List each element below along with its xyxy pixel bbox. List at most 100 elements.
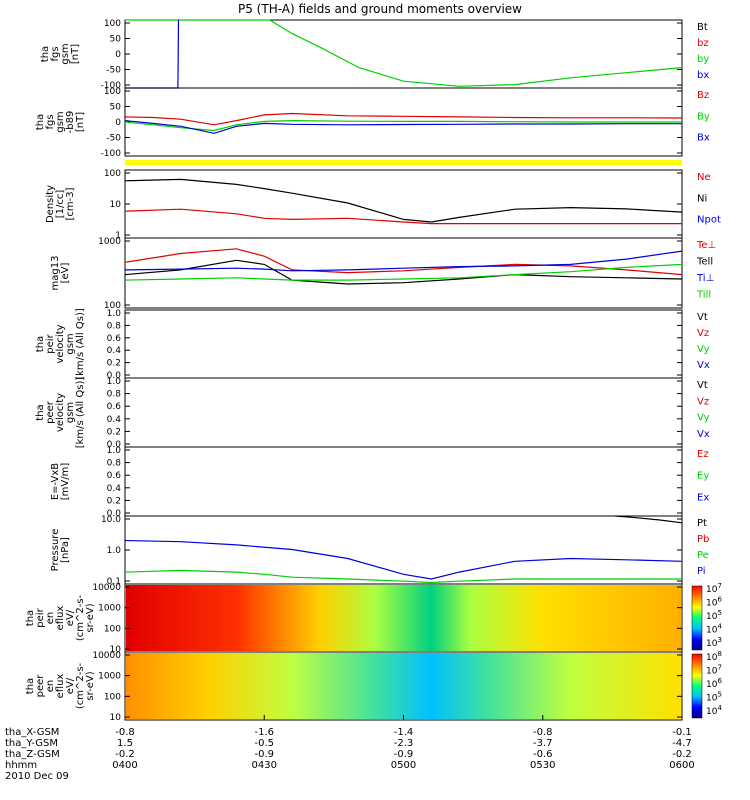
legend-te⊥: Te⊥ bbox=[696, 240, 716, 251]
y-axis-label: tha fgs gsm [nT] bbox=[40, 43, 81, 64]
y-axis-label-line: velocity bbox=[55, 324, 66, 363]
y-axis-label-line: (cm^2-s- bbox=[75, 662, 86, 709]
colorbar bbox=[691, 653, 703, 719]
y-axis-label-line: fgs bbox=[45, 114, 56, 129]
colorbar bbox=[691, 585, 703, 651]
legend-ni: Ni bbox=[697, 193, 707, 204]
y-axis-label-line: [eV] bbox=[60, 263, 71, 284]
series-by bbox=[125, 19, 683, 87]
orbit-row-value: -0.8 bbox=[115, 727, 135, 738]
y-axis-label: Pressure [nPa] bbox=[50, 529, 71, 572]
orbit-row-value: -4.7 bbox=[672, 738, 692, 749]
y-tick-label: -100 bbox=[101, 81, 122, 91]
orbit-row-value: -1.4 bbox=[394, 727, 414, 738]
y-axis-label-line: eflux bbox=[55, 674, 66, 699]
orbit-row-value: -0.9 bbox=[394, 749, 414, 760]
y-tick-label: 0 bbox=[115, 118, 121, 128]
colorbar-exponent: 7 bbox=[717, 664, 721, 672]
colorbar-tick-label: 107 bbox=[706, 582, 722, 595]
orbit-row-value: -0.8 bbox=[533, 727, 553, 738]
y-axis-label-line: tha bbox=[25, 678, 36, 694]
panel-frame bbox=[124, 19, 683, 89]
panel-frame bbox=[124, 446, 683, 517]
panel-efield: 1.0 0.8 0.6 0.4 0.2 0.0 E=-VxB [mV/m] Ez Ey Ex bbox=[50, 446, 709, 519]
y-tick-label: 1000 bbox=[98, 672, 121, 682]
y-axis-label-line: (cm^2-s- bbox=[75, 594, 86, 641]
colorbar-tick-label: 108 bbox=[706, 650, 722, 663]
y-tick-label: 1000 bbox=[98, 237, 121, 247]
colorbar-tick-label: 104 bbox=[706, 623, 722, 636]
legend-ne: Ne bbox=[697, 172, 711, 183]
colorbar-exponent: 6 bbox=[717, 677, 722, 685]
colorbar-exponent: 5 bbox=[717, 609, 721, 617]
y-tick-label: 1.0 bbox=[107, 309, 122, 319]
y-tick-label: 0.0 bbox=[107, 509, 122, 519]
series-bx bbox=[124, 120, 682, 134]
y-axis-label-line: velocity bbox=[55, 393, 66, 432]
legend-ex: Ex bbox=[697, 492, 709, 503]
y-tick-label: 100 bbox=[104, 19, 121, 29]
legend-pt: Pt bbox=[697, 518, 707, 529]
y-axis-label-line: [cm-3] bbox=[65, 187, 76, 220]
y-axis-label-line: eflux bbox=[55, 606, 66, 631]
y-axis-label-line: peir bbox=[35, 607, 46, 627]
y-tick-label: 0.4 bbox=[107, 346, 122, 356]
spectrogram-image bbox=[126, 585, 681, 651]
legend-ti⊥: Ti⊥ bbox=[696, 273, 714, 284]
legend-vt: Vt bbox=[697, 312, 708, 323]
y-axis-label: Density [1/cc] [cm-3] bbox=[45, 185, 76, 223]
y-axis-label-line: [nT] bbox=[70, 44, 81, 64]
y-tick-label: 10 bbox=[110, 713, 122, 723]
colorbar-tick-label: 107 bbox=[706, 664, 722, 677]
y-axis-label-line: tha bbox=[40, 46, 51, 62]
time-tick-label: 0600 bbox=[669, 760, 694, 771]
y-tick-label: 100 bbox=[104, 692, 121, 702]
y-tick-label: 10000 bbox=[92, 583, 121, 593]
y-axis-label: mag13 [eV] bbox=[50, 256, 71, 291]
y-tick-label: 0 bbox=[115, 50, 121, 60]
orbit-row-label: hhmm bbox=[5, 760, 37, 771]
colorbar-exponent: 6 bbox=[717, 596, 722, 604]
y-axis-label-line: eV/ bbox=[65, 609, 76, 626]
y-axis-label-line: gsm bbox=[60, 43, 71, 64]
colorbar-tick-label: 106 bbox=[706, 677, 722, 690]
legend-by: by bbox=[697, 54, 709, 65]
y-axis-label-line: tha bbox=[25, 610, 36, 626]
y-axis-label-line: tha bbox=[35, 336, 46, 352]
y-tick-label: 100 bbox=[104, 87, 121, 97]
chart-title: P5 (TH-A) fields and ground moments over… bbox=[238, 2, 522, 16]
y-axis-label: E=-VxB [mV/m] bbox=[50, 463, 71, 501]
orbit-row-value: -0.6 bbox=[533, 749, 553, 760]
legend-by: By bbox=[697, 111, 710, 122]
colorbar-tick-label: 103 bbox=[706, 636, 722, 649]
panel-density: 100 10 1 Density [1/cc] [cm-3] Ne Ni Npot bbox=[45, 169, 721, 241]
orbit-row-label: tha_Y-GSM bbox=[5, 738, 58, 749]
y-axis-label: tha peer velocity gsm [km/s (All Qs)] bbox=[35, 377, 86, 449]
y-tick-label: 100 bbox=[104, 624, 121, 634]
legend-vz: Vz bbox=[697, 396, 709, 407]
y-tick-label: 0.6 bbox=[107, 402, 122, 412]
legend-vt: Vt bbox=[697, 380, 708, 391]
orbit-row-label: tha_X-GSM bbox=[5, 727, 59, 738]
series-by bbox=[124, 119, 682, 132]
panel-fgs: 100 50 0 -50 -100 tha fgs gsm [nT] Bt bz by bx bbox=[40, 19, 709, 91]
y-axis-label-line: [nT] bbox=[75, 112, 86, 132]
y-axis-label-line: en bbox=[45, 612, 56, 625]
orbit-footer: tha_X-GSM -0.8 -1.6 -1.4 -0.8 -0.1 tha_Y-GSM 1.… bbox=[5, 715, 695, 782]
colorbar-exponent: 3 bbox=[717, 636, 721, 644]
panel-frame bbox=[124, 377, 683, 448]
series-tell bbox=[124, 259, 683, 285]
legend-vz: Vz bbox=[697, 328, 709, 339]
quality-flag-bar bbox=[125, 160, 682, 165]
date-label: 2010 Dec 09 bbox=[5, 771, 69, 782]
y-axis-label-line: [nPa] bbox=[60, 537, 71, 563]
y-tick-label: 0.2 bbox=[107, 359, 121, 369]
legend-pb: Pb bbox=[697, 534, 709, 545]
panel-temp: 1000 100 mag13 [eV] Te⊥ Tell Ti⊥ Till bbox=[50, 237, 716, 311]
series-till bbox=[124, 263, 683, 281]
legend-pi: Pi bbox=[697, 566, 706, 577]
y-tick-label: 0.6 bbox=[107, 471, 122, 481]
y-tick-label: 10 bbox=[110, 645, 122, 655]
colorbar-exponent: 7 bbox=[717, 582, 721, 590]
legend-bz: bz bbox=[697, 38, 709, 49]
